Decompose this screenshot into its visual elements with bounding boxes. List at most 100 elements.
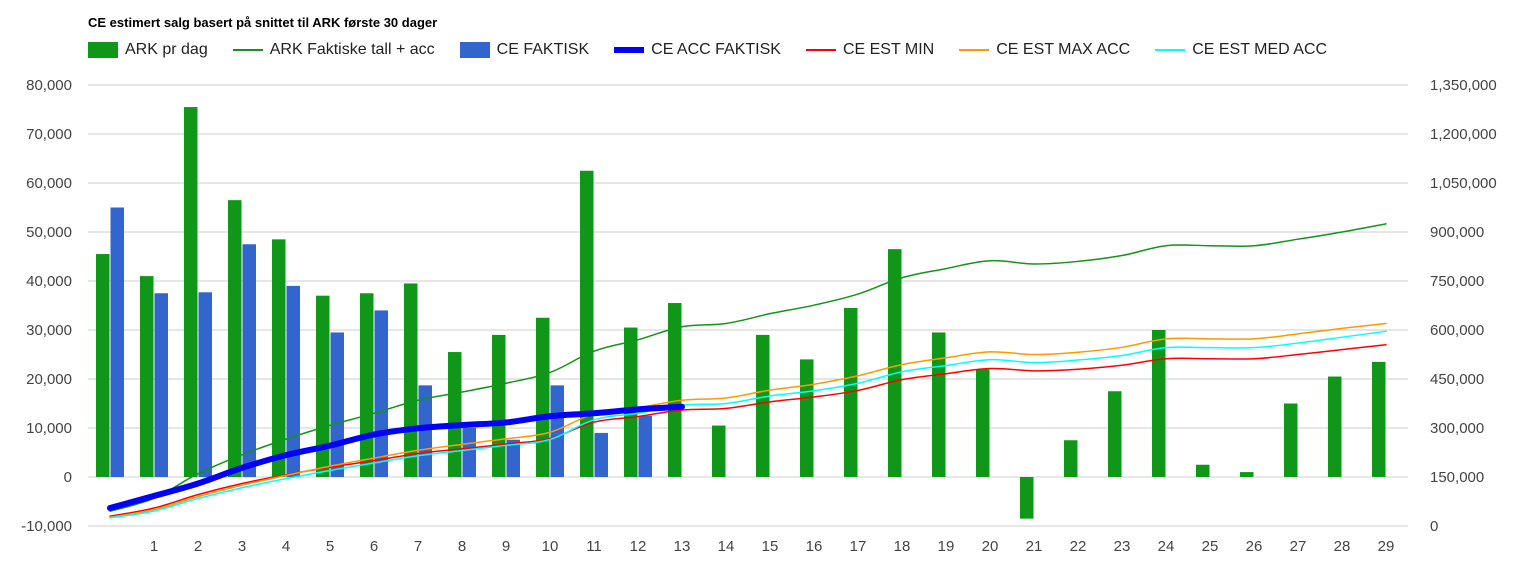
- x-tick-label: 1: [150, 538, 158, 555]
- x-tick-label: 8: [458, 538, 466, 555]
- legend-swatch: [88, 42, 118, 58]
- legend-label: CE ACC FAKTISK: [651, 41, 781, 58]
- y-right-tick-label: 150,000: [1430, 469, 1484, 486]
- bar-ark-pr-dag: [404, 283, 418, 477]
- chart-title: CE estimert salg basert på snittet til A…: [88, 15, 438, 30]
- legend-item-ce-faktisk[interactable]: CE FAKTISK: [459, 41, 589, 59]
- y-left-tick-label: 40,000: [26, 273, 72, 290]
- x-tick-label: 16: [806, 538, 823, 555]
- bar-ark-pr-dag: [1284, 403, 1298, 477]
- y-left-tick-label: 60,000: [26, 175, 72, 192]
- bar-ce-faktisk: [506, 439, 520, 477]
- y-left-tick-label: 70,000: [26, 126, 72, 143]
- legend-swatch: [459, 42, 490, 58]
- bar-ark-pr-dag: [1328, 376, 1342, 477]
- bar-ark-pr-dag: [756, 334, 770, 477]
- legend-item-ce-acc-faktisk[interactable]: CE ACC FAKTISK: [614, 41, 781, 59]
- bar-ark-pr-dag: [272, 239, 286, 477]
- x-tick-label: 4: [282, 538, 290, 555]
- y-right-tick-label: 1,050,000: [1430, 175, 1497, 192]
- legend-swatch: [614, 47, 645, 53]
- x-tick-label: 3: [238, 538, 246, 555]
- x-tick-label: 20: [982, 538, 999, 555]
- bar-ark-pr-dag: [580, 170, 594, 477]
- bar-ark-pr-dag: [448, 352, 462, 477]
- bar-ark-pr-dag: [624, 327, 638, 477]
- y-right-tick-label: 1,200,000: [1430, 126, 1497, 143]
- bar-ark-pr-dag: [712, 425, 726, 477]
- bar-ce-faktisk: [638, 415, 652, 477]
- x-tick-label: 15: [762, 538, 779, 555]
- bar-ark-pr-dag: [932, 332, 946, 477]
- bar-ark-pr-dag: [96, 254, 110, 477]
- bar-ce-faktisk: [198, 292, 212, 477]
- legend-item-ce-est-min[interactable]: CE EST MIN: [805, 41, 935, 59]
- bar-ce-faktisk: [242, 244, 256, 477]
- legend-swatch: [232, 49, 263, 51]
- x-tick-label: 17: [850, 538, 867, 555]
- bar-ce-faktisk: [462, 428, 476, 477]
- x-tick-label: 2: [194, 538, 202, 555]
- line-ark-faktiske-tall-acc: [109, 223, 1387, 513]
- bar-ark-pr-dag: [1064, 440, 1078, 477]
- line-ce-est-med-acc: [109, 330, 1387, 519]
- y-right-tick-label: 600,000: [1430, 322, 1484, 339]
- legend-swatch: [959, 49, 990, 51]
- y-left-tick-label: 50,000: [26, 224, 72, 241]
- x-tick-label: 22: [1070, 538, 1087, 555]
- bar-ark-pr-dag: [1240, 472, 1254, 477]
- bar-ark-pr-dag: [184, 107, 198, 478]
- x-tick-label: 27: [1290, 538, 1307, 555]
- bar-ce-faktisk: [374, 310, 388, 477]
- y-left-tick-label: 10,000: [26, 420, 72, 437]
- bar-ark-pr-dag: [1108, 391, 1122, 477]
- y-left-tick-label: 0: [64, 469, 72, 486]
- legend-label: CE EST MIN: [842, 41, 935, 58]
- legend-swatch: [805, 49, 836, 51]
- x-tick-label: 12: [630, 538, 647, 555]
- y-left-tick-label: 20,000: [26, 371, 72, 388]
- x-tick-label: 6: [370, 538, 378, 555]
- bar-ark-pr-dag: [492, 334, 506, 477]
- legend-item-ce-est-med-acc[interactable]: CE EST MED ACC: [1155, 41, 1327, 59]
- legend-item-ark-pr-dag[interactable]: ARK pr dag: [88, 41, 208, 59]
- y-right-tick-label: 450,000: [1430, 371, 1484, 388]
- y-left-tick-label: 30,000: [26, 322, 72, 339]
- x-tick-label: 10: [542, 538, 559, 555]
- line-ce-acc-faktisk: [107, 403, 685, 512]
- y-left-tick-label: -10,000: [21, 518, 72, 535]
- x-tick-label: 5: [326, 538, 334, 555]
- y-left-tick-label: 80,000: [26, 77, 72, 94]
- x-tick-label: 18: [894, 538, 911, 555]
- y-right-tick-label: 750,000: [1430, 273, 1484, 290]
- legend-label: ARK Faktiske tall + acc: [269, 41, 435, 58]
- bar-ce-faktisk: [286, 285, 300, 477]
- line-ce-est-min: [109, 343, 1387, 517]
- x-tick-label: 28: [1334, 538, 1351, 555]
- y-right-tick-label: 300,000: [1430, 420, 1484, 437]
- bar-ark-pr-dag: [1020, 477, 1034, 519]
- bar-ce-faktisk: [330, 332, 344, 477]
- x-tick-label: 7: [414, 538, 422, 555]
- x-tick-label: 21: [1026, 538, 1043, 555]
- x-tick-label: 11: [586, 538, 602, 555]
- bar-ark-pr-dag: [1152, 330, 1166, 477]
- x-tick-label: 24: [1158, 538, 1175, 555]
- line-ce-est-max-acc: [109, 322, 1387, 518]
- legend-label: CE EST MED ACC: [1192, 41, 1328, 58]
- y-right-tick-label: 1,350,000: [1430, 77, 1497, 94]
- bar-ce-faktisk: [110, 207, 124, 477]
- bar-ark-pr-dag: [360, 293, 374, 477]
- x-tick-label: 29: [1378, 538, 1395, 555]
- x-tick-label: 13: [674, 538, 691, 555]
- bar-ark-pr-dag: [536, 317, 550, 477]
- bar-ark-pr-dag: [1372, 361, 1386, 477]
- bar-ark-pr-dag: [668, 303, 682, 477]
- bar-ark-pr-dag: [228, 200, 242, 477]
- legend-item-ark-faktiske-tall-acc[interactable]: ARK Faktiske tall + acc: [232, 41, 435, 59]
- x-tick-label: 25: [1202, 538, 1219, 555]
- bar-ark-pr-dag: [140, 276, 154, 477]
- legend-item-ce-est-max-acc[interactable]: CE EST MAX ACC: [959, 41, 1130, 59]
